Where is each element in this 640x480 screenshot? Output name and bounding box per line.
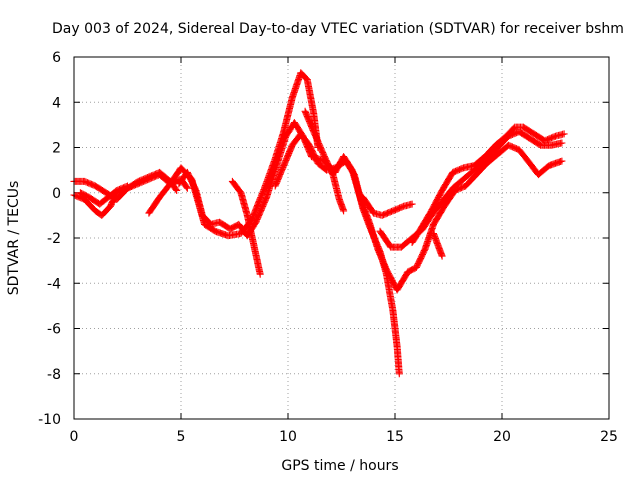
data-point: [558, 139, 566, 147]
series-track-8: [301, 107, 348, 215]
data-point: [340, 207, 348, 215]
y-tick-label: 4: [52, 95, 61, 111]
chart-title: Day 003 of 2024, Sidereal Day-to-day VTE…: [52, 21, 624, 37]
y-tick-label: 0: [52, 186, 61, 202]
series-track-10: [376, 128, 566, 251]
y-tick-label: -2: [47, 231, 61, 247]
data-point: [183, 183, 191, 191]
series-track-11: [408, 123, 568, 246]
series-track-9: [359, 193, 416, 219]
series-track-3: [76, 182, 131, 208]
series-track-7: [271, 130, 403, 378]
x-tick-label: 20: [493, 429, 511, 445]
data-point: [560, 130, 568, 138]
y-tick-label: -8: [47, 367, 61, 383]
x-tick-label: 5: [177, 429, 186, 445]
y-tick-label: -10: [38, 412, 61, 428]
data-point: [173, 187, 181, 194]
series-track-12: [430, 230, 446, 260]
x-axis-label: GPS time / hours: [281, 458, 398, 474]
x-tick-labels: 0 5 10 15 20 25: [70, 429, 618, 445]
y-tick-labels: -10 -8 -6 -4 -2 0 2 4 6: [38, 50, 61, 428]
data-point: [172, 185, 180, 193]
plot-frame: [73, 56, 610, 420]
data-point: [124, 182, 131, 190]
data-point: [558, 157, 566, 165]
x-tick-label: 0: [70, 429, 79, 445]
data-point: [438, 252, 446, 260]
data-point: [256, 270, 264, 278]
y-tick-label: -6: [47, 322, 61, 338]
data-point: [183, 184, 191, 192]
x-tick-label: 15: [386, 429, 404, 445]
data-point: [395, 370, 403, 378]
data-point: [408, 200, 416, 208]
y-tick-label: 2: [52, 141, 61, 157]
x-tick-label: 10: [279, 429, 297, 445]
y-tick-label: -4: [47, 276, 61, 292]
y-tick-label: 6: [52, 50, 61, 66]
data-marks: [70, 69, 568, 378]
series-track-6: [228, 177, 264, 278]
y-axis-label: SDTVAR / TECUs: [6, 181, 22, 296]
x-tick-label: 25: [600, 429, 618, 445]
